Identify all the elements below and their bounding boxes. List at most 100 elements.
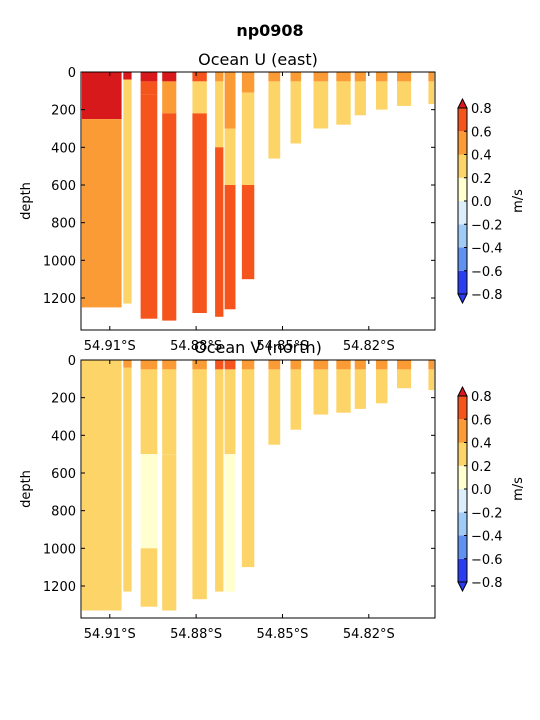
value-band — [376, 369, 388, 404]
station-column — [123, 72, 132, 304]
y-tick-label: 400 — [51, 141, 76, 156]
value-band — [428, 81, 435, 104]
colorbar-segment — [458, 396, 467, 420]
value-band — [336, 72, 351, 82]
value-band — [224, 185, 236, 310]
value-band — [336, 81, 351, 125]
value-band — [336, 369, 351, 413]
value-band — [224, 128, 236, 185]
value-band — [192, 369, 207, 600]
value-band — [428, 72, 435, 82]
station-column — [376, 360, 388, 404]
value-band — [313, 369, 329, 415]
colorbar-segment — [458, 535, 467, 559]
colorbar-tick-label: −0.4 — [471, 242, 503, 257]
colorbar-segment — [458, 108, 467, 132]
station-column — [215, 360, 224, 592]
colorbar-segment — [458, 512, 467, 536]
colorbar-segment — [458, 247, 467, 271]
station-column — [81, 72, 122, 308]
station-column — [162, 360, 177, 611]
station-column — [313, 360, 329, 415]
value-band — [241, 185, 255, 280]
value-band — [376, 360, 388, 370]
x-tick-label: 54.88°S — [170, 627, 222, 642]
value-band — [81, 360, 122, 611]
value-band — [192, 72, 207, 82]
value-band — [290, 360, 302, 370]
value-band — [268, 369, 281, 445]
value-band — [354, 81, 366, 116]
station-column — [428, 360, 435, 391]
station-column — [192, 360, 207, 600]
value-band — [140, 94, 158, 319]
colorbar-tick-label: 0.4 — [471, 437, 492, 452]
station-column — [123, 360, 132, 592]
value-band — [313, 72, 329, 82]
value-band — [224, 360, 236, 370]
colorbar-segment — [458, 177, 467, 202]
colorbar-segment — [458, 442, 467, 466]
y-tick-label: 800 — [51, 505, 76, 520]
station-column — [241, 72, 255, 280]
colorbar-tick-label: 0.6 — [471, 125, 492, 140]
value-band — [140, 360, 158, 370]
colorbar: −0.8 −0.6 −0.4 −0.2 0.0 0.2 0.4 0.6 0.8 — [457, 97, 503, 305]
station-column — [81, 360, 122, 611]
colorbar-tick-label: −0.6 — [471, 265, 503, 280]
colorbar-segment — [458, 131, 467, 155]
value-band — [290, 72, 302, 82]
colorbar-segment — [458, 419, 467, 443]
panel-title: Ocean V (north) — [194, 338, 322, 357]
value-band — [162, 72, 177, 82]
colorbar-tick-label: 0.0 — [471, 483, 492, 498]
value-band — [81, 72, 122, 120]
station-column — [290, 360, 302, 430]
colorbar-tick-label: −0.6 — [471, 553, 503, 568]
y-tick-label: 600 — [51, 467, 76, 482]
station-column — [290, 72, 302, 144]
panel-ocean-v: Ocean V (north) depth m/s 0 200 400 600 800 1… — [19, 338, 526, 642]
station-column — [354, 360, 366, 409]
value-band — [397, 72, 412, 82]
x-tick-label: 54.82°S — [343, 339, 395, 354]
value-band — [290, 369, 302, 430]
colorbar-label: m/s — [511, 477, 526, 501]
y-tick-label: 1200 — [43, 292, 76, 307]
value-band — [162, 113, 177, 321]
colorbar-tick-label: 0.4 — [471, 149, 492, 164]
station-column — [224, 360, 236, 592]
figure-title: np0908 — [236, 21, 303, 40]
station-column — [354, 72, 366, 116]
colorbar-tick-label: −0.2 — [471, 218, 503, 233]
value-band — [397, 81, 412, 106]
value-band — [123, 367, 132, 592]
y-tick-label: 1000 — [43, 542, 76, 557]
value-band — [215, 81, 224, 148]
colorbar-tick-label: 0.0 — [471, 195, 492, 210]
x-tick-label: 54.91°S — [84, 627, 136, 642]
station-column — [376, 72, 388, 110]
value-band — [81, 119, 122, 308]
colorbar-tick-label: 0.2 — [471, 460, 492, 475]
value-band — [162, 81, 177, 114]
value-band — [224, 369, 236, 455]
y-axis-label: depth — [19, 182, 34, 220]
station-column — [428, 72, 435, 104]
value-band — [241, 369, 255, 568]
colorbar-label: m/s — [511, 189, 526, 213]
colorbar-segment — [458, 201, 467, 225]
value-band — [162, 454, 177, 611]
station-column — [162, 72, 177, 321]
colorbar: −0.8 −0.6 −0.4 −0.2 0.0 0.2 0.4 0.6 0.8 — [457, 385, 503, 593]
colorbar-tick-label: −0.2 — [471, 506, 503, 521]
colorbar-segment — [458, 224, 467, 248]
value-band — [215, 360, 224, 370]
axes-frame — [80, 359, 436, 619]
colorbar-segment — [458, 558, 467, 583]
value-band — [397, 369, 412, 389]
x-tick-label: 54.85°S — [256, 627, 308, 642]
colorbar-tick-label: 0.2 — [471, 172, 492, 187]
colorbar-segment — [458, 489, 467, 513]
value-band — [336, 360, 351, 370]
